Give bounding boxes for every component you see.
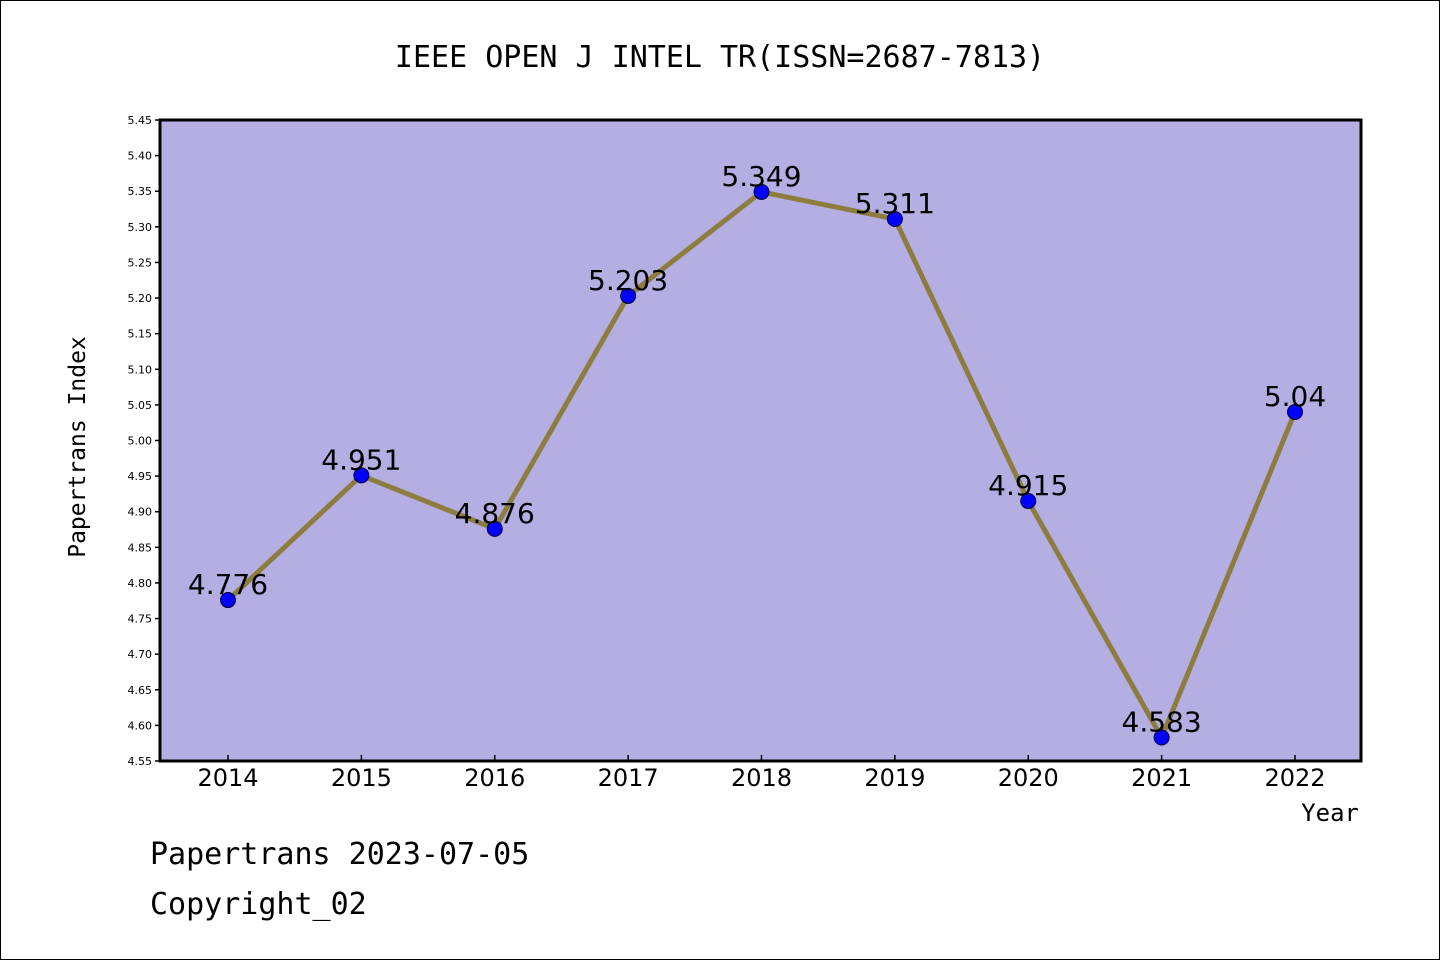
y-tick-label: 5.40 [128,150,153,163]
y-tick-label: 5.25 [128,256,153,269]
data-label-2018: 5.349 [721,160,801,193]
y-tick-label: 4.85 [128,541,153,554]
data-label-2016: 4.876 [455,497,535,530]
y-tick-label: 4.75 [128,613,153,626]
x-axis-label: Year [1301,799,1359,827]
y-axis: 4.55 4.60 4.65 4.70 4.75 4.80 4.85 4.90 4.95 5.00… [128,114,160,768]
y-tick-label: 5.30 [128,221,153,234]
y-tick-label: 5.05 [128,399,153,412]
y-tick-label: 4.55 [128,755,153,768]
plot-area [158,118,1363,763]
y-tick-label: 5.10 [128,363,153,376]
y-tick-label: 4.60 [128,719,153,732]
y-tick-label: 4.90 [128,506,153,519]
data-label-2015: 4.951 [321,443,401,476]
data-point-2017 [620,287,637,304]
y-tick-label: 4.80 [128,577,153,590]
x-tick-label: 2017 [598,764,659,792]
y-tick-label: 5.00 [128,435,153,448]
data-label-2022: 5.04 [1264,380,1326,413]
x-tick-label: 2022 [1264,764,1325,792]
x-axis: 2014 2015 2016 2017 2018 2019 2020 2021 2022 [197,755,1326,792]
x-tick-label: 2018 [731,764,792,792]
data-point-2022 [1287,404,1303,421]
footer-date: Papertrans 2023-07-05 [150,837,529,872]
data-label-2019: 5.311 [855,187,935,220]
chart-title: IEEE OPEN J INTEL TR(ISSN=2687-7813) [395,40,1045,75]
data-point-2018 [753,183,770,200]
data-point-2014 [220,592,236,609]
data-point-2019 [886,210,903,227]
y-tick-label: 4.70 [128,648,153,661]
y-tick-label: 5.20 [128,292,153,305]
footer-copyright: Copyright_02 [150,887,367,922]
data-label-group: 4.776 4.951 4.876 5.203 5.349 5.311 4.915 4.583… [188,160,1326,739]
y-axis-label: Papertrans Index [65,336,91,558]
y-tick-label: 4.65 [128,684,153,697]
x-tick-label: 2015 [331,764,392,792]
y-tick-label: 4.95 [128,470,153,483]
x-tick-label: 2014 [197,764,258,792]
data-label-2014: 4.776 [188,568,268,601]
y-tick-label: 5.45 [128,114,153,127]
y-tick-label: 5.15 [128,328,153,341]
data-label-2021: 4.583 [1122,705,1202,738]
data-label-2017: 5.203 [588,264,668,297]
x-tick-label: 2016 [464,764,525,792]
x-tick-label: 2019 [864,764,925,792]
y-tick-label: 5.35 [128,185,153,198]
data-point-2021 [1153,729,1170,746]
x-tick-label: 2020 [998,764,1059,792]
data-label-2020: 4.915 [988,469,1068,502]
data-point-2015 [353,467,370,484]
data-point-2016 [486,520,503,537]
x-tick-label: 2021 [1131,764,1192,792]
series-line-group [220,183,1303,746]
data-point-2020 [1020,493,1037,510]
